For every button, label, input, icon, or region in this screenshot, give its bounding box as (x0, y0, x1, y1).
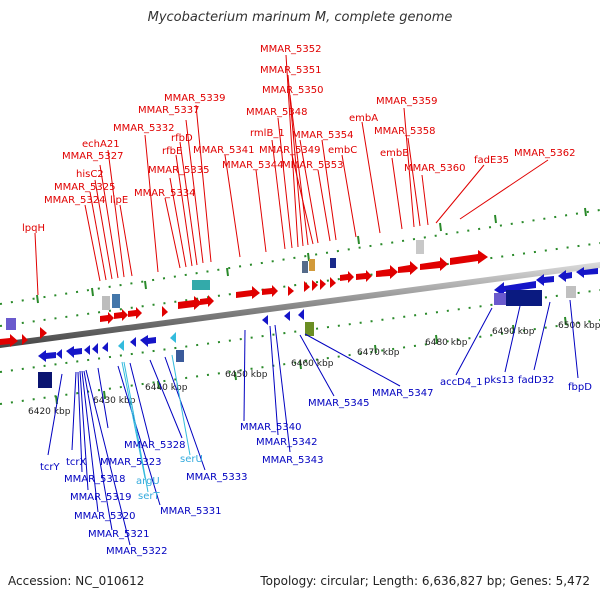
gene-label: embA (349, 113, 378, 124)
gene-label: MMAR_5328 (124, 440, 186, 451)
genome-summary-text: Topology: circular; Length: 6,636,827 bp… (260, 574, 590, 588)
gene-label: MMAR_5353 (282, 160, 344, 171)
gene-label: MMAR_5335 (148, 165, 210, 176)
gene-label: MMAR_5334 (134, 188, 196, 199)
gene-label: fadD32 (518, 375, 554, 386)
accession-text: Accession: NC_010612 (8, 574, 145, 588)
gene-label: pks13 (484, 375, 514, 386)
gene-label: MMAR_5340 (240, 422, 302, 433)
gene-label: MMAR_5349 (259, 145, 321, 156)
gene-label: serU (180, 454, 203, 465)
gene-label: MMAR_5352 (260, 44, 322, 55)
reverse-genes (38, 267, 598, 362)
top-labels: MMAR_5352 MMAR_5351 MMAR_5350 MMAR_5339 … (22, 44, 576, 234)
gene-label: MMAR_5331 (160, 506, 222, 517)
tick-label: 6470 kbp (357, 348, 400, 358)
tick-label: 6500 kbp (558, 321, 600, 331)
gene-label: MMAR_5333 (186, 472, 248, 483)
rna-connectors (121, 354, 191, 493)
gene-label: lpqH (22, 223, 45, 234)
bottom-connectors (47, 299, 579, 546)
gene-label: MMAR_5332 (113, 123, 175, 134)
top-connectors (34, 54, 549, 296)
gene-label: MMAR_5341 (193, 145, 255, 156)
gene-label: MMAR_5358 (374, 126, 436, 137)
scale-tick-labels: 6420 kbp 6430 kbp 6440 kbp 6450 kbp 6460… (28, 321, 600, 417)
bottom-labels: accD4_1 pks13 fadD32 fbpD MMAR_5345 MMAR… (40, 375, 592, 557)
gene-label: MMAR_5348 (246, 107, 308, 118)
gene-label: accD4_1 (440, 377, 483, 388)
gene-label: hisC2 (76, 169, 104, 180)
gene-label: MMAR_5351 (260, 65, 322, 76)
gene-label: argU (136, 476, 160, 487)
tick-label: 6490 kbp (492, 327, 535, 337)
gene-label: MMAR_5319 (70, 492, 132, 503)
map-title: Mycobacterium marinum M, complete genome (147, 10, 453, 25)
gene-label: MMAR_5362 (514, 148, 576, 159)
gene-label: fadE35 (474, 155, 509, 166)
tick-label: 6450 kbp (225, 370, 268, 380)
gene-label: embC (328, 145, 357, 156)
tick-label: 6440 kbp (145, 383, 188, 393)
gene-label: MMAR_5344 (222, 160, 284, 171)
gene-label: rfbD (171, 133, 193, 144)
gene-label: MMAR_5337 (138, 105, 200, 116)
tick-label: 6460 kbp (291, 359, 334, 369)
gene-label: MMAR_5347 (372, 388, 434, 399)
gene-label: rfbE (162, 146, 182, 157)
tick-label: 6480 kbp (425, 338, 468, 348)
gene-label: MMAR_5318 (64, 474, 126, 485)
gene-label: MMAR_5321 (88, 529, 150, 540)
gene-label: MMAR_5322 (106, 546, 168, 557)
gene-label: MMAR_5350 (262, 85, 324, 96)
tick-label: 6430 kbp (93, 396, 136, 406)
gene-label: MMAR_5323 (100, 457, 162, 468)
gene-label: rmlB_1 (250, 128, 285, 139)
gene-label: MMAR_5354 (292, 130, 354, 141)
tick-label: 6420 kbp (28, 407, 71, 417)
feature-boxes (6, 240, 576, 388)
gene-label: MMAR_5342 (256, 437, 318, 448)
gene-label: serT (138, 491, 160, 502)
gene-label: echA21 (82, 139, 120, 150)
genome-backbone (0, 262, 600, 348)
tick-track-lines (0, 209, 600, 405)
gene-label: tcrX (66, 457, 87, 468)
gene-label: MMAR_5343 (262, 455, 324, 466)
gene-label: MMAR_5359 (376, 96, 438, 107)
rna-genes (118, 332, 176, 351)
gene-label: tcrY (40, 462, 61, 473)
gene-label: MMAR_5327 (62, 151, 124, 162)
gene-label: MMAR_5345 (308, 398, 370, 409)
gene-label: MMAR_5320 (74, 511, 136, 522)
gene-label: lipE (110, 195, 128, 206)
gene-label: embB (380, 148, 409, 159)
gene-label: MMAR_5324 (44, 195, 106, 206)
gene-label: fbpD (568, 382, 592, 393)
forward-genes (0, 250, 488, 347)
gene-label: MMAR_5339 (164, 93, 226, 104)
gene-label: MMAR_5360 (404, 163, 466, 174)
gene-label: MMAR_5325 (54, 182, 116, 193)
